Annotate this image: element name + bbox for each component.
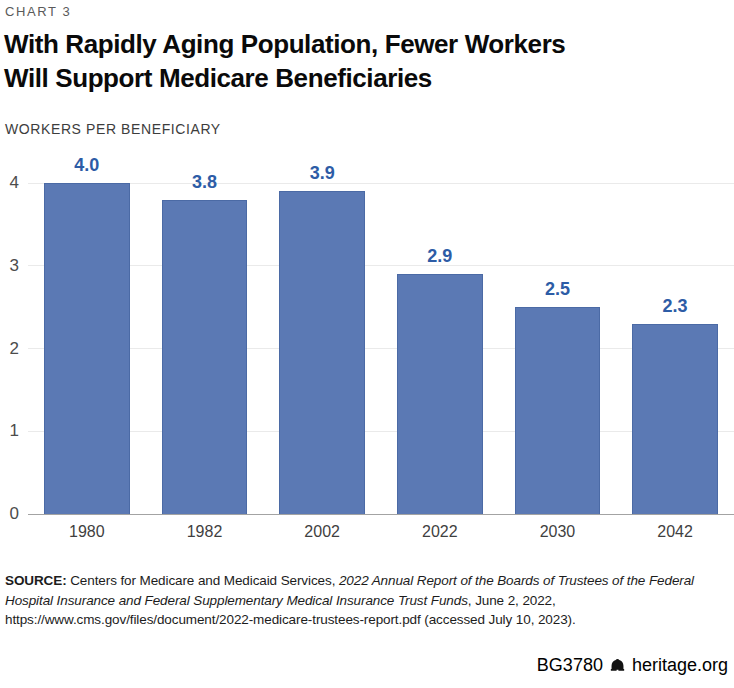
y-axis-tick-label: 2 bbox=[0, 339, 19, 359]
liberty-bell-icon bbox=[609, 658, 626, 674]
bar-group: 4.0 bbox=[44, 150, 130, 514]
bar-value-label: 3.9 bbox=[279, 163, 365, 184]
bar-group: 2.9 bbox=[397, 150, 483, 514]
report-id: BG3780 bbox=[537, 655, 603, 676]
bar-group: 2.3 bbox=[632, 150, 718, 514]
bar-value-label: 4.0 bbox=[44, 155, 130, 176]
source-text-1: Centers for Medicare and Medicaid Servic… bbox=[67, 573, 339, 588]
bar-value-label: 2.5 bbox=[515, 279, 601, 300]
bar bbox=[162, 200, 248, 514]
bar bbox=[632, 324, 718, 514]
x-axis-tick-label: 2002 bbox=[279, 523, 365, 541]
bars-row: 4.0 3.8 3.9 2.9 2.5 2.3 bbox=[28, 150, 734, 514]
y-axis-tick-label: 3 bbox=[0, 256, 19, 276]
source-label: SOURCE: bbox=[5, 573, 67, 588]
bar-group: 3.9 bbox=[279, 150, 365, 514]
y-axis-unit-label: WORKERS PER BENEFICIARY bbox=[5, 121, 221, 137]
y-axis-tick-label: 4 bbox=[0, 173, 19, 193]
bar-value-label: 2.3 bbox=[632, 296, 718, 317]
footer: BG3780 heritage.org bbox=[537, 655, 728, 676]
x-axis-tick-label: 1980 bbox=[44, 523, 130, 541]
x-axis-tick-label: 2042 bbox=[632, 523, 718, 541]
x-axis-tick-label: 2022 bbox=[397, 523, 483, 541]
source-note: SOURCE: Centers for Medicare and Medicai… bbox=[5, 571, 711, 630]
bar bbox=[279, 191, 365, 514]
bar-group: 2.5 bbox=[515, 150, 601, 514]
bar-group: 3.8 bbox=[162, 150, 248, 514]
bar bbox=[515, 307, 601, 514]
bar bbox=[44, 183, 130, 514]
brand-name: heritage.org bbox=[632, 655, 728, 676]
bar-value-label: 2.9 bbox=[397, 246, 483, 267]
chart-title: With Rapidly Aging Population, Fewer Wor… bbox=[4, 27, 594, 95]
chart-page: CHART 3 With Rapidly Aging Population, F… bbox=[0, 0, 734, 688]
bar-chart: 0 1 2 3 4 4.0 3.8 3.9 2.9 2.5 2.3 1980 1982 2002 202… bbox=[0, 150, 734, 550]
chart-number-label: CHART 3 bbox=[5, 4, 71, 19]
bar-value-label: 3.8 bbox=[162, 172, 248, 193]
y-axis-tick-label: 0 bbox=[0, 504, 19, 524]
x-axis-tick-label: 2030 bbox=[515, 523, 601, 541]
y-axis-tick-label: 1 bbox=[0, 421, 19, 441]
x-axis-tick-label: 1982 bbox=[162, 523, 248, 541]
x-axis-labels: 1980 1982 2002 2022 2030 2042 bbox=[28, 523, 734, 541]
bar bbox=[397, 274, 483, 514]
